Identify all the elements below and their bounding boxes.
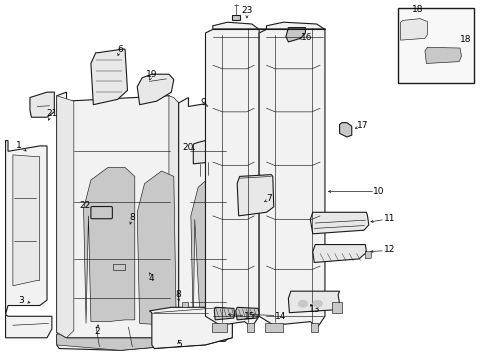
Polygon shape <box>93 207 110 216</box>
Circle shape <box>312 300 322 307</box>
Polygon shape <box>137 171 176 325</box>
Text: 9: 9 <box>200 98 205 107</box>
Text: 18: 18 <box>459 35 470 44</box>
Polygon shape <box>247 323 254 332</box>
Polygon shape <box>93 207 110 216</box>
Text: 14: 14 <box>274 312 285 321</box>
Text: 15: 15 <box>243 312 255 321</box>
Polygon shape <box>193 140 212 164</box>
Text: 17: 17 <box>356 121 367 130</box>
Polygon shape <box>311 323 317 332</box>
Polygon shape <box>178 98 232 341</box>
Text: 16: 16 <box>301 33 312 42</box>
Text: 19: 19 <box>146 70 157 79</box>
Polygon shape <box>137 74 173 105</box>
Text: 23: 23 <box>241 6 252 15</box>
Polygon shape <box>232 15 239 21</box>
Polygon shape <box>224 100 232 334</box>
Polygon shape <box>190 175 227 329</box>
Polygon shape <box>5 140 47 315</box>
Polygon shape <box>214 307 234 320</box>
Polygon shape <box>57 321 183 350</box>
Text: 18: 18 <box>411 5 423 14</box>
Polygon shape <box>312 244 366 262</box>
Text: 20: 20 <box>182 143 193 152</box>
Text: 3: 3 <box>18 296 24 305</box>
Polygon shape <box>424 47 461 63</box>
Polygon shape <box>57 92 178 338</box>
Text: 1: 1 <box>16 141 22 150</box>
Text: 21: 21 <box>46 109 58 118</box>
Circle shape <box>298 300 307 307</box>
Text: 22: 22 <box>79 201 90 210</box>
Polygon shape <box>57 321 183 350</box>
Polygon shape <box>182 302 188 307</box>
Polygon shape <box>235 307 259 320</box>
Polygon shape <box>30 92 54 117</box>
Text: 13: 13 <box>308 305 320 314</box>
Polygon shape <box>285 28 305 42</box>
Text: 8: 8 <box>176 290 181 299</box>
Text: 11: 11 <box>383 214 394 223</box>
Polygon shape <box>339 123 351 137</box>
Polygon shape <box>113 264 125 270</box>
Polygon shape <box>265 323 282 332</box>
Polygon shape <box>397 8 473 83</box>
Polygon shape <box>13 155 40 286</box>
Text: 8: 8 <box>129 213 135 222</box>
Text: 4: 4 <box>149 274 154 283</box>
Polygon shape <box>57 96 74 338</box>
Text: 12: 12 <box>383 246 394 255</box>
Polygon shape <box>310 212 368 234</box>
FancyBboxPatch shape <box>91 207 112 219</box>
Text: 7: 7 <box>266 194 272 203</box>
Polygon shape <box>83 167 135 323</box>
Polygon shape <box>237 175 273 216</box>
Polygon shape <box>365 252 370 259</box>
Text: 10: 10 <box>372 187 384 196</box>
Text: 5: 5 <box>176 340 181 349</box>
Polygon shape <box>288 291 339 313</box>
Text: 6: 6 <box>117 45 123 54</box>
Polygon shape <box>149 307 232 348</box>
Polygon shape <box>400 19 427 40</box>
Polygon shape <box>331 302 341 313</box>
Polygon shape <box>5 315 52 338</box>
Text: 2: 2 <box>94 327 100 336</box>
Polygon shape <box>91 49 127 105</box>
Polygon shape <box>205 22 259 327</box>
Polygon shape <box>259 22 325 327</box>
Polygon shape <box>211 323 227 332</box>
Polygon shape <box>168 96 178 330</box>
